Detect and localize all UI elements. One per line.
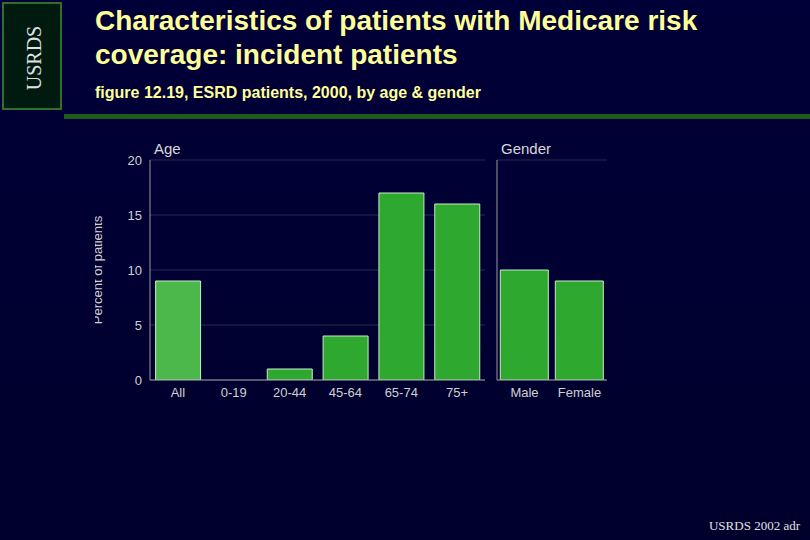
svg-text:All: All [171, 385, 186, 400]
svg-text:0-19: 0-19 [221, 385, 247, 400]
svg-text:0: 0 [135, 373, 142, 388]
svg-text:65-74: 65-74 [385, 385, 418, 400]
html-text:figure 12.19, ESRD patients, 2: figure 12.19, ESRD patients, 2000, by ag… [95, 84, 481, 101]
svg-text:10: 10 [128, 263, 142, 278]
html-text:USRDS: USRDS [22, 25, 45, 91]
html-text:Gender: Gender [501, 140, 551, 157]
svg-text:20-44: 20-44 [273, 385, 306, 400]
svg-text:15: 15 [128, 208, 142, 223]
svg-text:20: 20 [128, 153, 142, 168]
svg-text:75+: 75+ [446, 385, 468, 400]
svg-text:Female: Female [558, 385, 601, 400]
svg-text:Male: Male [510, 385, 538, 400]
svg-text:5: 5 [135, 318, 142, 333]
html-text:USRDS 2002 adr: USRDS 2002 adr [709, 518, 800, 533]
svg-text:Percent of patients: Percent of patients [95, 215, 105, 324]
html-text:Age: Age [154, 140, 181, 157]
html-text:Characteristics of patients wi: Characteristics of patients with Medicar… [95, 5, 698, 70]
svg-text:45-64: 45-64 [329, 385, 362, 400]
